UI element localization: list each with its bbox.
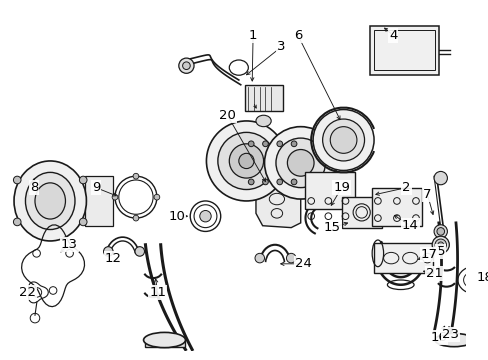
Ellipse shape — [133, 215, 139, 221]
Text: 2: 2 — [402, 181, 410, 194]
Text: 7: 7 — [422, 188, 431, 201]
Text: 6: 6 — [293, 29, 302, 42]
Ellipse shape — [262, 141, 268, 147]
Text: 16: 16 — [429, 331, 447, 344]
Text: 10: 10 — [168, 210, 185, 223]
Ellipse shape — [433, 225, 447, 238]
Ellipse shape — [254, 253, 264, 263]
Ellipse shape — [112, 194, 118, 200]
Ellipse shape — [437, 242, 443, 248]
Bar — [84, 176, 113, 226]
Ellipse shape — [248, 179, 254, 185]
Ellipse shape — [276, 179, 282, 185]
Text: 5: 5 — [436, 245, 444, 258]
Text: 11: 11 — [149, 286, 166, 299]
Ellipse shape — [13, 218, 21, 226]
Polygon shape — [255, 185, 300, 228]
Ellipse shape — [218, 132, 274, 189]
Ellipse shape — [154, 194, 160, 200]
Text: 23: 23 — [441, 328, 458, 341]
Ellipse shape — [329, 127, 356, 153]
Text: 3: 3 — [277, 40, 285, 53]
Ellipse shape — [276, 141, 282, 147]
Text: 19: 19 — [332, 181, 349, 194]
Ellipse shape — [35, 183, 65, 219]
Ellipse shape — [248, 141, 254, 147]
Ellipse shape — [103, 247, 113, 256]
Text: 17: 17 — [420, 248, 437, 261]
Text: 18: 18 — [475, 271, 488, 284]
Bar — [341, 197, 381, 228]
Ellipse shape — [14, 161, 86, 241]
Ellipse shape — [434, 239, 446, 251]
Ellipse shape — [322, 119, 364, 161]
Ellipse shape — [229, 144, 263, 178]
Text: 22: 22 — [19, 286, 36, 299]
Ellipse shape — [431, 236, 448, 253]
Text: 13: 13 — [61, 238, 78, 251]
Ellipse shape — [433, 171, 447, 185]
Ellipse shape — [262, 179, 268, 185]
Ellipse shape — [287, 149, 313, 176]
Text: 8: 8 — [30, 181, 38, 194]
Ellipse shape — [79, 176, 87, 184]
Text: 15: 15 — [323, 221, 340, 234]
Ellipse shape — [434, 333, 472, 347]
Bar — [305, 172, 354, 208]
Ellipse shape — [179, 58, 194, 73]
Ellipse shape — [13, 176, 21, 184]
Text: 12: 12 — [104, 252, 122, 265]
Ellipse shape — [255, 115, 271, 127]
Ellipse shape — [143, 332, 185, 348]
Text: 14: 14 — [401, 219, 418, 232]
Ellipse shape — [436, 228, 444, 235]
Ellipse shape — [135, 247, 144, 256]
Text: 24: 24 — [295, 257, 311, 270]
Bar — [246, 144, 303, 178]
Ellipse shape — [291, 141, 296, 147]
Ellipse shape — [133, 173, 139, 179]
Text: 1: 1 — [248, 29, 257, 42]
Ellipse shape — [275, 138, 325, 188]
Text: 9: 9 — [92, 181, 100, 194]
Ellipse shape — [200, 211, 211, 222]
Text: 20: 20 — [219, 109, 235, 122]
Bar — [371, 188, 421, 226]
Bar — [369, 26, 438, 75]
Text: 4: 4 — [388, 29, 396, 42]
Bar — [145, 337, 185, 347]
Ellipse shape — [291, 179, 296, 185]
Ellipse shape — [238, 153, 254, 168]
Text: 21: 21 — [425, 267, 442, 280]
Bar — [373, 31, 434, 71]
Ellipse shape — [206, 121, 286, 201]
Ellipse shape — [182, 62, 190, 69]
Ellipse shape — [286, 253, 295, 263]
Ellipse shape — [79, 218, 87, 226]
Bar — [373, 243, 432, 273]
Ellipse shape — [264, 127, 336, 199]
Ellipse shape — [312, 109, 373, 171]
Bar — [244, 85, 282, 112]
Ellipse shape — [25, 172, 75, 230]
